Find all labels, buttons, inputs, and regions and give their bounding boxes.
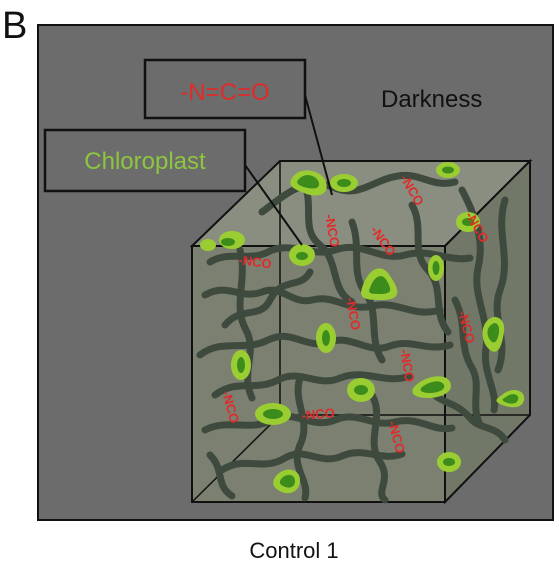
fiber [201,286,444,316]
fiber [218,449,406,474]
panel-letter: B [2,5,27,47]
chloroplast-label: Chloroplast [84,148,206,175]
darkness-label: Darkness [381,86,482,113]
chloroplast-callout: Chloroplast [43,128,303,246]
nco-label: -NCO [238,252,273,271]
nco-label: -NCO [322,213,343,248]
chloroplast [412,376,451,398]
chloroplast [255,403,291,425]
chloroplast [219,231,245,249]
chloroplast [436,162,460,178]
chloroplast [290,170,327,196]
fiber [258,171,459,216]
callout-line [244,164,303,246]
caption: Control 1 [249,538,338,563]
polymer-fibers [196,171,509,504]
fiber [451,296,484,429]
nco-callout: -N=C=O [143,58,333,196]
fiber [293,374,310,502]
chloroplast [482,317,505,352]
chloroplast [200,239,216,251]
fiber [368,391,389,504]
chloroplast [496,389,525,408]
nco-formula-label: -N=C=O [180,79,269,106]
chloroplast [231,350,251,380]
chloroplast [330,174,358,192]
chloroplast [289,244,315,266]
fiber [493,196,509,374]
chloroplast [273,469,300,494]
chloroplast [428,255,444,281]
chloroplast [437,452,461,472]
chloroplast [316,323,336,353]
callout-line [304,94,333,196]
fiber [424,384,509,444]
chloroplast-label-box [43,128,247,193]
nco-label: -NCO [301,405,335,423]
nco-label: -NCO [343,296,364,331]
chloroplast [361,268,398,300]
chloroplast [456,212,480,232]
fiber [206,451,236,500]
nco-formula-box [143,58,307,120]
cube-back-edge [191,414,281,503]
fiber [296,174,356,306]
nco-label: -NCO [397,348,418,383]
chloroplast [347,378,375,402]
fiber [206,243,474,266]
fiber [408,201,452,336]
fiber [201,412,456,434]
chloroplasts [200,162,525,494]
